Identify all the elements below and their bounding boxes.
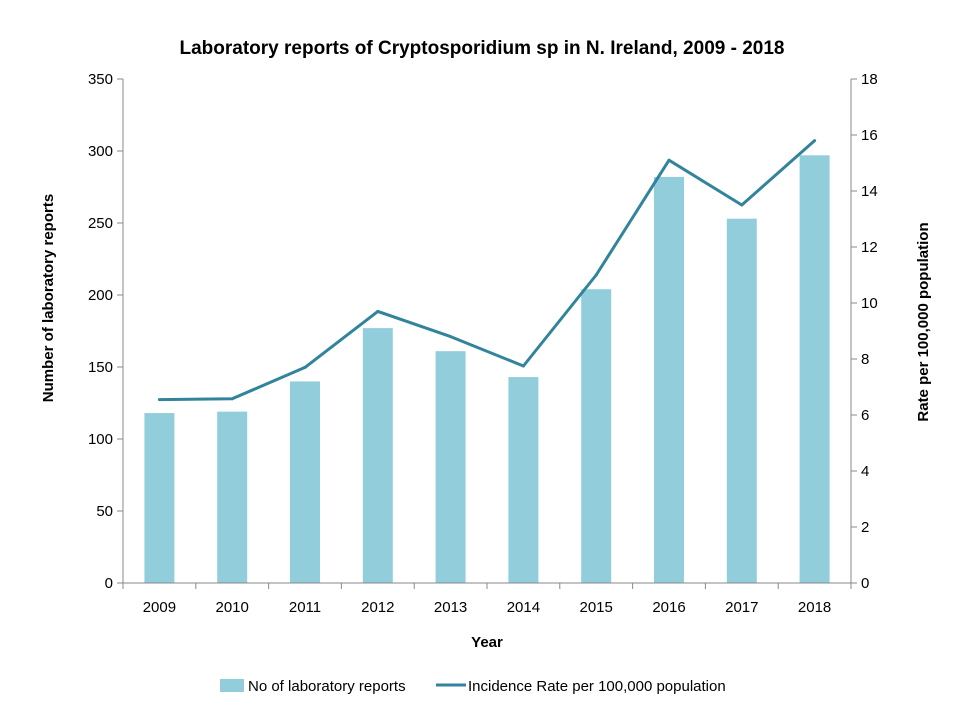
legend: No of laboratory reports Incidence Rate … <box>220 678 726 695</box>
right-tick-label: 12 <box>861 239 878 256</box>
left-tick-label: 300 <box>88 143 113 160</box>
legend-swatch-bars <box>220 679 244 692</box>
legend-label-line: Incidence Rate per 100,000 population <box>468 678 726 695</box>
left-tick-label: 350 <box>88 71 113 88</box>
rate-point-2017 <box>740 203 744 207</box>
x-tick-label: 2017 <box>725 599 758 616</box>
rate-point-2010 <box>230 397 234 401</box>
rate-point-2015 <box>594 273 598 277</box>
left-tick-label: 150 <box>88 359 113 376</box>
rate-point-2013 <box>449 335 453 339</box>
chart-title: Laboratory reports of Cryptosporidium sp… <box>180 38 785 59</box>
rate-point-2016 <box>667 158 671 162</box>
x-tick-label: 2012 <box>361 599 394 616</box>
right-tick-label: 2 <box>861 519 869 536</box>
right-tick-label: 14 <box>861 183 878 200</box>
rate-point-2011 <box>303 365 307 369</box>
rate-line <box>159 139 816 402</box>
left-tick-label: 250 <box>88 215 113 232</box>
bar-2018 <box>799 155 830 583</box>
right-tick-label: 8 <box>861 351 869 368</box>
bar-2014 <box>508 377 539 583</box>
bar-2016 <box>654 176 684 584</box>
line-layer <box>157 139 817 402</box>
x-tick-label: 2011 <box>289 599 321 616</box>
left-axis-ticks: 0 50 100 150 200 250 300 350 <box>88 71 123 592</box>
x-tick-label: 2015 <box>580 599 613 616</box>
bar-2015 <box>581 289 612 583</box>
x-tick-label: 2013 <box>434 599 467 616</box>
bars-layer <box>144 155 830 584</box>
left-tick-label: 0 <box>105 575 113 592</box>
left-tick-label: 50 <box>96 503 113 520</box>
x-axis-title: Year <box>471 634 503 651</box>
x-tick-label: 2014 <box>507 599 540 616</box>
right-tick-label: 6 <box>861 407 869 424</box>
bar-2013 <box>435 351 466 583</box>
rate-point-2018 <box>813 139 817 143</box>
left-tick-label: 200 <box>88 287 113 304</box>
bar-2017 <box>726 218 757 583</box>
rate-point-2012 <box>376 309 380 313</box>
bar-2009 <box>144 413 175 583</box>
x-tick-label: 2009 <box>143 599 176 616</box>
left-tick-label: 100 <box>88 431 113 448</box>
rate-point-2014 <box>521 364 525 368</box>
y-axis-title: Number of laboratory reports <box>40 194 57 402</box>
right-tick-label: 10 <box>861 295 878 312</box>
x-tick-label: 2010 <box>216 599 249 616</box>
right-tick-label: 4 <box>861 463 869 480</box>
right-tick-label: 0 <box>861 575 869 592</box>
x-axis-ticks: 2009 2010 2011 2012 2013 2014 2015 2016 2017 2018 <box>122 583 852 616</box>
bar-2011 <box>290 381 320 583</box>
rate-point-2009 <box>157 398 161 402</box>
legend-label-bars: No of laboratory reports <box>248 678 406 695</box>
x-tick-label: 2018 <box>798 599 831 616</box>
right-axis-ticks: 0 2 4 6 8 10 12 14 16 18 <box>851 71 878 592</box>
y2-axis-title: Rate per 100,000 population <box>915 222 932 421</box>
right-tick-label: 18 <box>861 71 878 88</box>
right-tick-label: 16 <box>861 127 878 144</box>
bar-2012 <box>362 328 393 583</box>
x-tick-label: 2016 <box>652 599 685 616</box>
bar-2010 <box>217 411 248 583</box>
